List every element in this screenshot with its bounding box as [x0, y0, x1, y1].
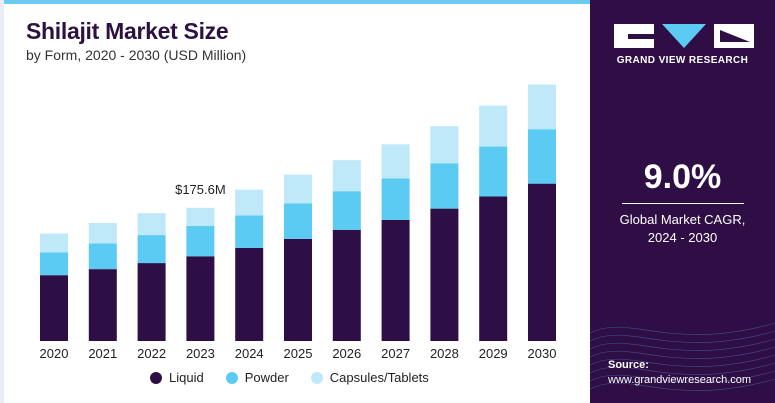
- cagr-label: Global Market CAGR, 2024 - 2030: [590, 211, 775, 247]
- bar-capsules-tablets-2024: [235, 189, 264, 216]
- bar-liquid-2027: [381, 219, 410, 341]
- x-tick-label-2024: 2024: [235, 346, 264, 361]
- chart-title: Shilajit Market Size: [26, 18, 229, 44]
- stacked-bar-chart: 2020 2021 2022 2023 2024 2025 2026 2027 2028 2029…: [40, 84, 557, 361]
- bar-liquid-2022: [137, 263, 166, 341]
- bar-powder-2020: [40, 252, 68, 276]
- legend-item-liquid: Liquid: [150, 370, 204, 385]
- bar-capsules-tablets-2029: [479, 105, 508, 147]
- legend-label-liquid: Liquid: [169, 370, 204, 385]
- legend-item-capsules: Capsules/Tablets: [310, 370, 429, 385]
- cagr-label-line1: Global Market CAGR,: [619, 212, 746, 227]
- bar-liquid-2024: [235, 247, 264, 341]
- bar-powder-2025: [284, 203, 312, 239]
- top-accent-rule: [0, 0, 590, 4]
- x-tick-label-2028: 2028: [430, 346, 459, 361]
- bar-capsules-tablets-2022: [137, 213, 166, 236]
- bar-liquid-2020: [40, 275, 68, 341]
- bar-capsules-tablets-2025: [284, 174, 312, 204]
- bar-liquid-2026: [332, 229, 361, 341]
- legend-swatch-liquid: [150, 371, 162, 384]
- chart-subtitle: by Form, 2020 - 2030 (USD Million): [26, 47, 247, 63]
- bar-liquid-2028: [430, 208, 459, 341]
- x-tick-label-2030: 2030: [528, 346, 557, 361]
- bar-capsules-tablets-2020: [40, 233, 68, 253]
- x-tick-label-2026: 2026: [332, 346, 361, 361]
- bar-powder-2026: [332, 191, 361, 230]
- bar-capsules-tablets-2027: [381, 144, 410, 179]
- bar-powder-2030: [528, 129, 556, 184]
- bar-powder-2023: [186, 226, 215, 257]
- legend-item-powder: Powder: [225, 370, 289, 385]
- source-label: Source:: [608, 359, 649, 371]
- decorative-wave-pattern: [590, 322, 775, 391]
- bar-powder-2029: [479, 146, 508, 197]
- x-tick-label-2022: 2022: [137, 346, 166, 361]
- side-panel: GRAND VIEW RESEARCH 9.0% Global Market C…: [590, 0, 775, 403]
- chart-legend: Liquid Powder Capsules/Tablets: [150, 370, 429, 385]
- grand-view-research-logo: [614, 24, 754, 48]
- bar-capsules-tablets-2026: [332, 160, 361, 192]
- bar-liquid-2025: [284, 238, 312, 341]
- bar-capsules-tablets-2028: [430, 126, 459, 164]
- legend-label-capsules: Capsules/Tablets: [329, 370, 429, 385]
- x-tick-label-2020: 2020: [40, 346, 69, 361]
- legend-label-powder: Powder: [244, 370, 289, 385]
- logo-wordmark: GRAND VIEW RESEARCH: [616, 55, 749, 66]
- x-tick-label-2023: 2023: [186, 346, 215, 361]
- bar-liquid-2029: [479, 196, 508, 341]
- cagr-label-line2: 2024 - 2030: [647, 230, 718, 245]
- legend-swatch-powder: [225, 371, 238, 384]
- bar-powder-2021: [88, 243, 117, 270]
- x-tick-label-2029: 2029: [479, 346, 508, 361]
- bar-powder-2027: [381, 178, 410, 220]
- bar-liquid-2030: [528, 183, 556, 341]
- legend-swatch-capsules: [310, 371, 323, 384]
- source-url: www.grandviewresearch.com: [608, 374, 752, 386]
- bar-powder-2022: [137, 235, 166, 264]
- x-tick-label-2027: 2027: [381, 346, 410, 361]
- bar-capsules-tablets-2023: [186, 207, 215, 227]
- cagr-value: 9.0%: [643, 158, 722, 196]
- bar-powder-2024: [235, 215, 264, 248]
- cagr-divider: [622, 203, 744, 204]
- bar-capsules-tablets-2030: [528, 84, 556, 130]
- bar-capsules-tablets-2021: [88, 222, 117, 244]
- data-label-2023: $175.6M: [175, 182, 226, 197]
- x-tick-label-2025: 2025: [284, 346, 313, 361]
- x-tick-label-2021: 2021: [88, 346, 117, 361]
- bar-liquid-2023: [186, 256, 215, 341]
- bar-powder-2028: [430, 163, 459, 209]
- bar-liquid-2021: [88, 269, 117, 341]
- left-border: [0, 0, 4, 403]
